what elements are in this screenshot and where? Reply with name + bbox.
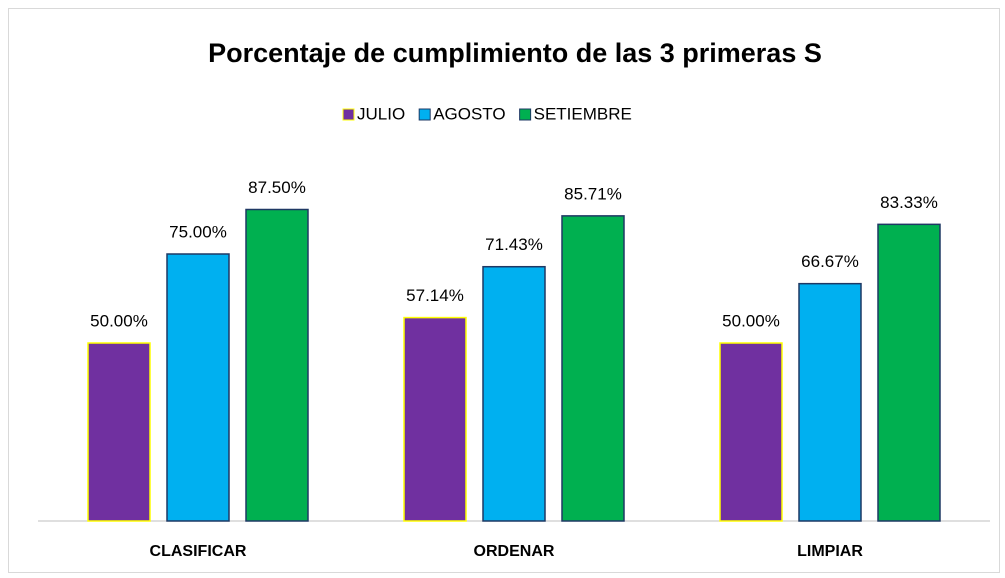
- value-label: 87.50%: [248, 178, 306, 197]
- x-tick-label: ORDENAR: [474, 543, 555, 560]
- value-label: 50.00%: [90, 311, 148, 330]
- bar: [719, 342, 783, 522]
- legend-label: JULIO: [357, 104, 405, 123]
- value-label: 83.33%: [880, 193, 938, 212]
- bar: [482, 265, 546, 522]
- legend-marker: [342, 108, 355, 121]
- value-label: 50.00%: [722, 311, 780, 330]
- value-label: 71.43%: [485, 235, 543, 254]
- bar: [403, 316, 467, 522]
- value-label: 75.00%: [169, 222, 227, 241]
- bar: [798, 282, 862, 522]
- value-label: 66.67%: [801, 252, 859, 271]
- value-label: 57.14%: [406, 286, 464, 305]
- bar: [245, 208, 309, 522]
- chart-title: Porcentaje de cumplimiento de las 3 prim…: [208, 38, 822, 68]
- legend-marker: [418, 108, 431, 121]
- x-tick-label: CLASIFICAR: [150, 543, 247, 560]
- legend-label: SETIEMBRE: [534, 104, 632, 123]
- bar: [561, 215, 625, 522]
- bar: [877, 223, 941, 522]
- bar: [166, 253, 230, 522]
- legend-marker: [519, 108, 532, 121]
- bar: [87, 342, 151, 522]
- x-tick-label: LIMPIAR: [797, 543, 863, 560]
- legend-label: AGOSTO: [433, 104, 505, 123]
- value-label: 85.71%: [564, 184, 622, 203]
